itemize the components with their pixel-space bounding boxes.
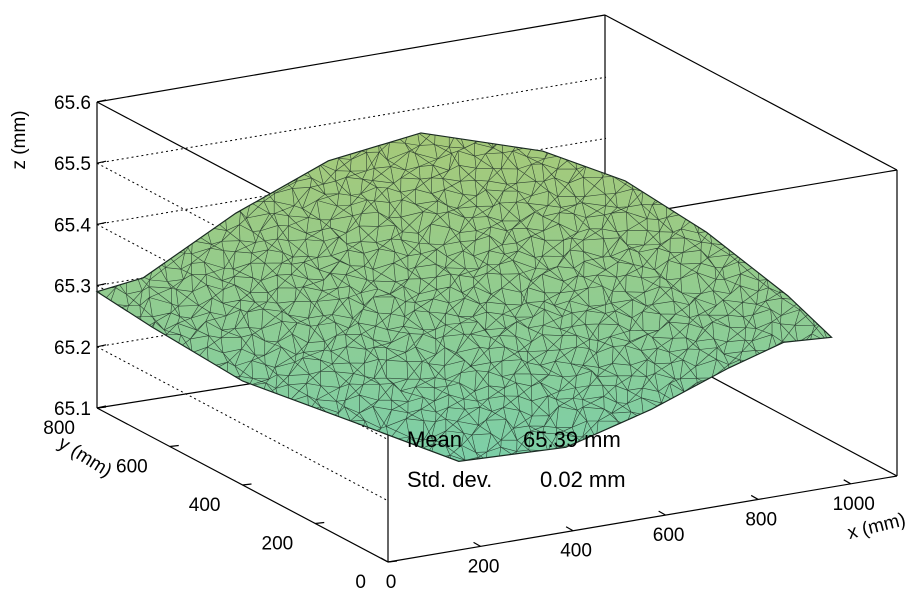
frame-edge [387, 475, 898, 563]
x-tick [843, 479, 852, 485]
z-gridline [96, 76, 607, 164]
y-tick [242, 483, 252, 486]
z-tick-label: 65.6 [54, 93, 91, 114]
y-tick [315, 521, 325, 525]
y-tick-label: 400 [189, 495, 221, 516]
y-tick-label: 200 [262, 534, 294, 555]
tick-labels: 65.1 65.2 65.3 65.4 65.5 65.6 0 200 400 600 800 100… [43, 93, 875, 590]
z-tick-label: 65.5 [54, 154, 91, 175]
stat-mean-value: 65.39 mm [523, 427, 621, 452]
frame-edge [96, 14, 606, 103]
x-tick [565, 526, 574, 532]
stat-mean-label: Mean [407, 427, 462, 452]
stat-std-label: Std. dev. [407, 467, 492, 492]
z-tick-label: 65.1 [54, 399, 91, 420]
y-axis-title: y (mm) [54, 433, 115, 482]
z-tick [96, 283, 107, 287]
y-tick-label: 600 [116, 457, 148, 478]
y-tick-label: 800 [43, 418, 75, 439]
y-tick [387, 560, 398, 563]
axis-ticks [96, 99, 852, 563]
x-tick [473, 541, 481, 547]
x-tick [658, 510, 666, 516]
y-tick [96, 406, 107, 409]
z-tick [96, 160, 107, 164]
x-tick-label: 400 [560, 541, 592, 562]
z-axis-title: z (mm) [9, 110, 30, 169]
x-tick-label: 0 [386, 572, 397, 590]
frame-edge [604, 14, 898, 171]
x-tick [750, 494, 759, 500]
z-tick-label: 65.4 [54, 215, 91, 236]
x-tick-label: 1000 [833, 494, 875, 515]
z-tick [96, 221, 107, 225]
x-tick-label: 800 [745, 509, 777, 530]
surface-mesh [95, 132, 833, 462]
x-tick [380, 557, 389, 563]
y-tick [169, 444, 179, 448]
z-tick-label: 65.2 [54, 338, 91, 359]
stats-box: Mean 65.39 mm Std. dev. 0.02 mm [407, 427, 626, 492]
x-tick-label: 600 [653, 525, 685, 546]
x-tick-label: 200 [468, 556, 500, 577]
stat-std-value: 0.02 mm [540, 467, 626, 492]
y-tick-label: 0 [355, 572, 366, 590]
z-tick-label: 65.3 [54, 277, 91, 298]
z-tick [96, 344, 107, 348]
z-tick [96, 99, 107, 103]
